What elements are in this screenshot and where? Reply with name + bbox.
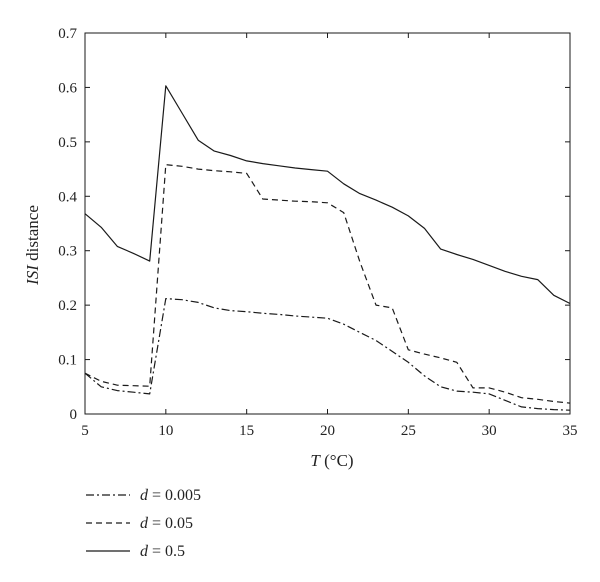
legend-label-value: = 0.005	[148, 487, 201, 504]
legend-label-value: = 0.05	[148, 515, 193, 532]
y-axis-label: ISI distance	[23, 205, 42, 286]
y-tick-label: 0.5	[58, 135, 77, 151]
legend-label-var: d	[140, 487, 149, 504]
y-tick-label: 0.7	[58, 26, 77, 42]
series-line-dashdot	[84, 298, 571, 411]
legend-item: d = 0.05	[86, 515, 193, 532]
y-axis-label-rest: distance	[23, 205, 42, 265]
series-line-solid	[84, 85, 571, 305]
x-tick-label: 30	[482, 423, 497, 439]
legend-label-var: d	[140, 515, 149, 532]
legend-item: d = 0.5	[86, 543, 185, 560]
legend-item: d = 0.005	[86, 487, 201, 504]
legend-label-value: = 0.5	[148, 543, 185, 560]
legend-label: d = 0.5	[140, 543, 185, 560]
x-axis-label-unit: (°C)	[320, 451, 354, 470]
y-tick-label: 0	[70, 407, 78, 423]
plot-frame	[84, 32, 571, 415]
legend-label: d = 0.05	[140, 515, 193, 532]
y-tick-label: 0.1	[58, 353, 77, 369]
y-axis-label-var: ISI	[23, 264, 42, 286]
y-tick-label: 0.3	[58, 244, 77, 260]
x-tick-label: 10	[158, 423, 173, 439]
legend-label: d = 0.005	[140, 487, 201, 504]
x-tick-label: 25	[401, 423, 416, 439]
x-axis-label: T (°C)	[310, 451, 353, 470]
x-tick-label: 35	[563, 423, 578, 439]
x-tick-label: 15	[239, 423, 254, 439]
x-axis-label-var: T	[310, 451, 321, 470]
x-tick-label: 20	[320, 423, 335, 439]
series-line-dashed	[84, 164, 571, 404]
y-tick-label: 0.4	[58, 189, 77, 205]
legend: d = 0.005 d = 0.05 d = 0.5	[86, 487, 201, 560]
legend-label-var: d	[140, 543, 149, 560]
y-tick-label: 0.6	[58, 80, 77, 96]
x-tick-label: 5	[81, 423, 89, 439]
y-tick-label: 0.2	[58, 298, 77, 314]
